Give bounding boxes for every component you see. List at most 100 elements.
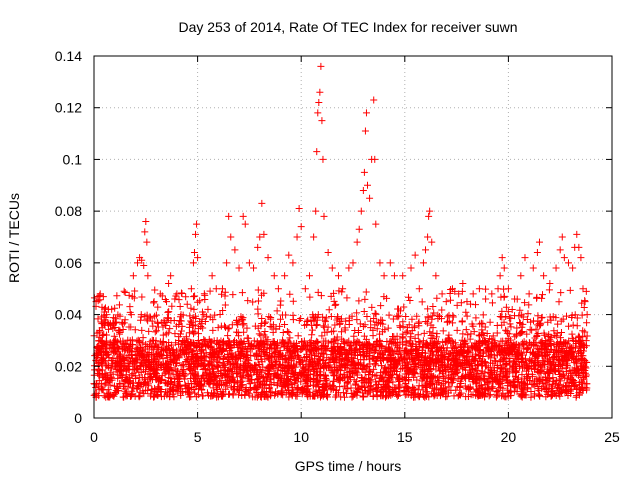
data-point (532, 325, 540, 333)
data-point (228, 321, 236, 329)
data-point (199, 324, 207, 332)
data-point-peak (319, 155, 327, 163)
data-point (495, 380, 503, 388)
data-point (177, 362, 185, 370)
data-point (445, 317, 453, 325)
data-point (241, 391, 249, 399)
data-point (135, 393, 143, 401)
data-point (195, 385, 203, 393)
data-point (332, 300, 340, 308)
data-point (445, 334, 453, 342)
data-point (534, 352, 542, 360)
data-point-peak (535, 238, 543, 246)
data-point (521, 299, 529, 307)
data-point (321, 328, 329, 336)
data-point (427, 372, 435, 380)
data-point (578, 299, 586, 307)
data-point (185, 329, 193, 337)
data-point-peak (150, 298, 158, 306)
data-point (561, 374, 569, 382)
data-point (453, 301, 461, 309)
data-point (580, 303, 588, 311)
data-point (95, 367, 103, 375)
data-point (285, 329, 293, 337)
data-point (573, 392, 581, 400)
data-point (292, 392, 300, 400)
data-point (460, 352, 468, 360)
data-point-peak (364, 181, 372, 189)
data-point (204, 360, 212, 368)
data-point (419, 340, 427, 348)
data-point (239, 344, 247, 352)
data-point (126, 392, 134, 400)
data-point (583, 319, 591, 327)
data-point-peak (231, 246, 239, 254)
data-point (343, 380, 351, 388)
data-point (138, 326, 146, 334)
data-point (550, 378, 558, 386)
data-point (449, 319, 457, 327)
data-point-peak (353, 238, 361, 246)
data-point (340, 346, 348, 354)
data-point (151, 286, 159, 294)
data-point (109, 370, 117, 378)
data-point (208, 361, 216, 369)
data-point (405, 377, 413, 385)
y-tick-label: 0.14 (55, 48, 82, 64)
data-point (115, 371, 123, 379)
data-point-peak (140, 261, 148, 269)
data-point (156, 376, 164, 384)
data-point-peak (241, 220, 249, 228)
data-point (101, 381, 109, 389)
data-point (122, 377, 130, 385)
data-point-peak (165, 280, 173, 288)
data-point (210, 377, 218, 385)
data-point (169, 370, 177, 378)
data-point (354, 327, 362, 335)
data-point (423, 319, 431, 327)
data-point (125, 291, 133, 299)
data-point (286, 290, 294, 298)
data-point (262, 373, 270, 381)
data-point-peak (425, 212, 433, 220)
data-point (342, 384, 350, 392)
data-point (157, 377, 165, 385)
data-point (265, 362, 273, 370)
data-point (383, 387, 391, 395)
data-point (149, 322, 157, 330)
data-point (316, 352, 324, 360)
data-point (213, 357, 221, 365)
data-point (410, 355, 418, 363)
data-point (425, 354, 433, 362)
data-point-peak (411, 251, 419, 259)
data-point (364, 347, 372, 355)
data-point (301, 365, 309, 373)
data-point (178, 337, 186, 345)
data-point (342, 317, 350, 325)
data-point (543, 390, 551, 398)
data-point-peak (138, 256, 146, 264)
data-point (175, 296, 183, 304)
data-point (411, 369, 419, 377)
data-point (244, 297, 252, 305)
data-point (346, 370, 354, 378)
data-point (451, 370, 459, 378)
data-point (299, 384, 307, 392)
data-point-peak (560, 254, 568, 262)
data-point (466, 366, 474, 374)
data-point (131, 326, 139, 334)
data-point (314, 345, 322, 353)
data-point (333, 347, 341, 355)
data-point (94, 315, 102, 323)
data-point (547, 333, 555, 341)
data-point (341, 339, 349, 347)
data-point-peak (415, 285, 423, 293)
data-point (435, 355, 443, 363)
data-point (365, 379, 373, 387)
data-point (102, 337, 110, 345)
data-point (482, 338, 490, 346)
data-point (274, 353, 282, 361)
data-point (129, 370, 137, 378)
data-point (331, 301, 339, 309)
data-point (98, 342, 106, 350)
